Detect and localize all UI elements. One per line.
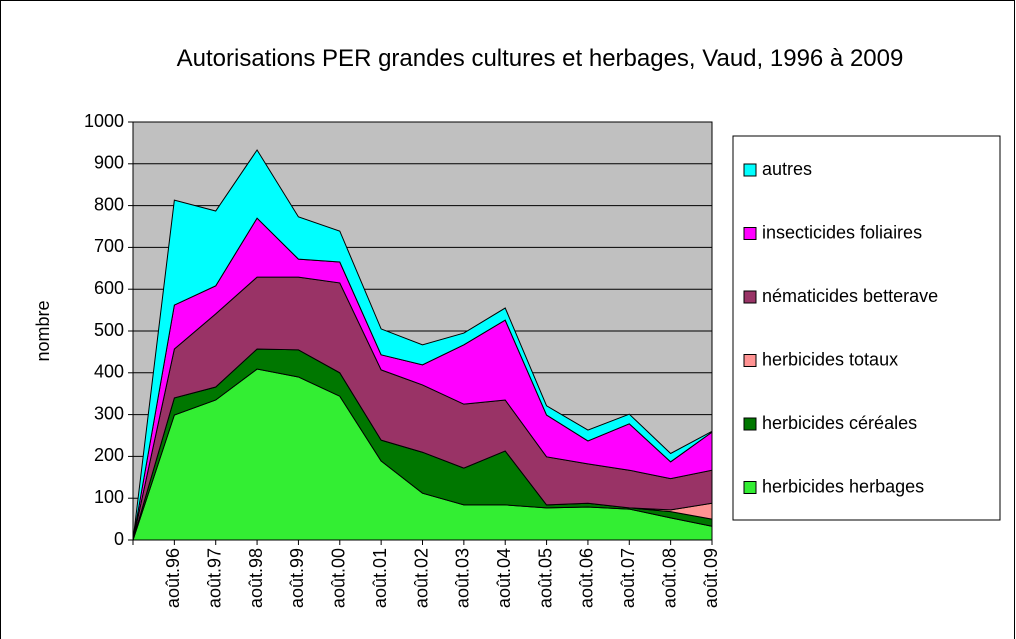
- legend-box: [732, 135, 1001, 521]
- legend-swatch: [743, 417, 757, 431]
- x-tick-label: août.08: [659, 548, 679, 608]
- x-tick-label: août.01: [370, 548, 390, 608]
- legend-label: herbicides céréales: [762, 413, 917, 433]
- x-tick-label: août.06: [577, 548, 597, 608]
- y-tick-label: 100: [94, 487, 124, 507]
- x-tick-label: août.97: [204, 548, 224, 608]
- x-tick-label: août.07: [618, 548, 638, 608]
- x-tick-label: août.00: [329, 548, 349, 608]
- x-tick-label: août.05: [535, 548, 555, 608]
- y-tick-label: 500: [94, 320, 124, 340]
- legend-label: herbicides totaux: [762, 349, 898, 369]
- legend-label: insecticides foliaires: [762, 222, 922, 242]
- x-tick-label: août.03: [453, 548, 473, 608]
- legend-swatch: [743, 227, 757, 240]
- legend-label: nématicides betterave: [762, 286, 938, 306]
- y-tick-label: 700: [94, 236, 124, 256]
- x-tick-label: août.04: [494, 548, 514, 608]
- y-tick-label: 300: [94, 403, 124, 423]
- x-tick-label: août.02: [411, 548, 431, 608]
- legend-swatch: [743, 163, 757, 177]
- y-tick-label: 1000: [84, 111, 124, 131]
- y-tick-label: 400: [94, 362, 124, 382]
- x-tick-label: août.98: [246, 548, 266, 608]
- y-tick-label: 800: [94, 194, 124, 214]
- x-tick-label: août.99: [287, 548, 307, 608]
- y-tick-label: 0: [114, 529, 124, 549]
- y-tick-label: 600: [94, 278, 124, 298]
- chart-title: Autorisations PER grandes cultures et he…: [176, 45, 904, 72]
- x-tick-label: août.09: [701, 548, 721, 608]
- y-tick-label: 900: [94, 153, 124, 173]
- y-tick-label: 200: [94, 445, 124, 465]
- legend-swatch: [743, 481, 757, 494]
- legend-label: herbicides herbages: [762, 476, 924, 496]
- legend-swatch: [743, 290, 757, 304]
- x-tick-label: août.96: [163, 548, 183, 608]
- legend-swatch: [743, 354, 757, 367]
- y-axis-label: nombre: [33, 300, 53, 361]
- legend-label: autres: [762, 159, 812, 179]
